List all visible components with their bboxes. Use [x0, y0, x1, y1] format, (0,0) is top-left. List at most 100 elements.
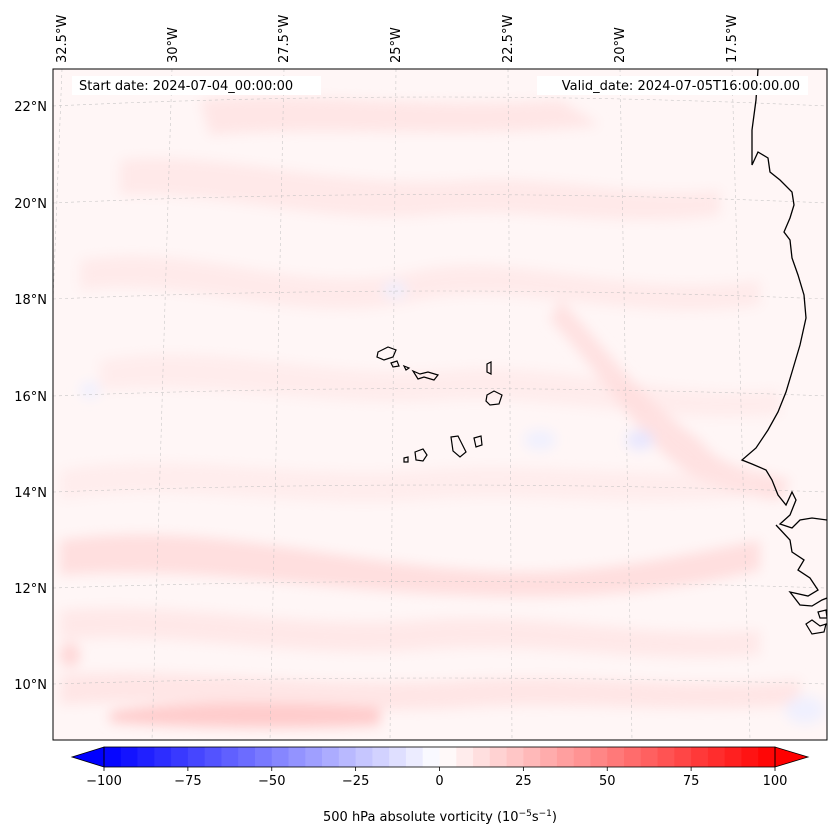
map-panel: [53, 69, 827, 740]
island-santa-luzia: [402, 364, 411, 371]
colorbar-cell: [271, 747, 289, 767]
meridian-line: [731, 69, 751, 740]
colorbar-cell: [624, 747, 642, 767]
meridian-line: [619, 69, 633, 740]
colorbar-cell: [741, 747, 759, 767]
lon-label: 27.5°W: [277, 15, 292, 63]
vorticity-band: [80, 255, 760, 311]
colorbar-cell: [389, 747, 407, 767]
colorbar-cell: [758, 747, 776, 767]
vorticity-negative-patch: [383, 282, 407, 298]
coastline-africa: [740, 69, 827, 529]
parallel-line: [53, 388, 827, 397]
lat-label: 22°N: [14, 100, 47, 115]
colorbar-cell: [473, 747, 491, 767]
vorticity-band: [200, 97, 600, 135]
colorbar-cell: [573, 747, 591, 767]
colorbar-cell: [288, 747, 306, 767]
island-brava: [403, 456, 409, 463]
colorbar-cell: [372, 747, 390, 767]
lon-label: 30°W: [166, 27, 181, 63]
vorticity-band: [60, 672, 800, 710]
colorbar-cell: [120, 747, 138, 767]
island-sao-vicente: [390, 360, 400, 368]
colorbar-cell: [556, 747, 575, 767]
colorbar-tick-label: −75: [174, 774, 201, 789]
colorbar-label: 500 hPa absolute vorticity (10−5s−1): [323, 809, 557, 825]
lat-label: 18°N: [14, 293, 47, 308]
colorbar-cell: [489, 747, 507, 767]
colorbar-cell: [322, 747, 340, 767]
lon-label: 25°W: [389, 27, 404, 63]
start-date-box: [72, 76, 321, 95]
colorbar-cell: [238, 747, 256, 767]
parallel-line: [53, 194, 827, 204]
vorticity-band: [60, 607, 760, 658]
island-boa-vista: [485, 390, 503, 406]
vorticity-field: [60, 97, 825, 728]
colorbar-cell: [439, 747, 457, 767]
colorbar-cell: [707, 747, 726, 767]
colorbar-cell: [456, 747, 474, 767]
colorbar-cell: [338, 747, 357, 767]
lon-label: 22.5°W: [501, 15, 516, 63]
colorbar-tick-label: 100: [763, 774, 788, 789]
vorticity-negative-patch: [524, 430, 556, 450]
island-fogo: [414, 448, 428, 462]
graticule: [53, 69, 827, 740]
colorbar-cell: [154, 747, 172, 767]
lat-label: 12°N: [14, 582, 47, 597]
colorbar-tick-label: 75: [683, 774, 700, 789]
colorbar-cell: [657, 747, 675, 767]
colorbar-tick-label: −25: [342, 774, 369, 789]
coastline-island-bissau: [805, 619, 827, 635]
lon-label: 17.5°W: [725, 15, 740, 63]
lon-label: 32.5°W: [55, 15, 70, 63]
parallel-line: [53, 677, 827, 685]
lat-label: 16°N: [14, 390, 47, 405]
island-sal: [486, 361, 492, 375]
colorbar-cells: [104, 747, 776, 767]
colorbar-cell: [171, 747, 189, 767]
vorticity-band: [60, 462, 760, 503]
colorbar-tick-label: −100: [86, 774, 122, 789]
meridian-line: [389, 69, 397, 740]
colorbar-cell: [506, 747, 524, 767]
colorbar-cell: [674, 747, 692, 767]
vorticity-band: [60, 534, 760, 597]
island-sao-nicolau: [411, 369, 440, 381]
vorticity-band: [110, 703, 380, 728]
colorbar-cell: [640, 747, 658, 767]
meridian-line: [151, 69, 173, 740]
vorticity-band: [120, 158, 720, 220]
lat-label: 14°N: [14, 486, 47, 501]
parallel-line: [53, 484, 827, 493]
vorticity-band: [550, 300, 790, 500]
vorticity-negative-patch: [626, 430, 654, 450]
parallel-line: [53, 581, 827, 589]
colorbar-cell: [254, 747, 273, 767]
colorbar-tick-label: 0: [435, 774, 443, 789]
parallel-line: [53, 290, 827, 300]
meridian-line: [269, 69, 285, 740]
longitude-labels: 32.5°W 30°W 27.5°W 25°W 22.5°W 20°W 17.5…: [55, 15, 740, 63]
vorticity-positive-patch: [60, 643, 80, 667]
colorbar-cell: [187, 747, 206, 767]
coastline-island-bissau: [817, 609, 827, 619]
coastline-africa-south: [775, 524, 827, 607]
colorbar-tick-label: 50: [599, 774, 616, 789]
island-maio: [473, 435, 483, 448]
colorbar-cell: [691, 747, 709, 767]
colorbar-tick-label: −50: [258, 774, 285, 789]
colorbar-extend-min: [70, 746, 105, 768]
colorbar-cell: [523, 747, 541, 767]
map-border: [52, 68, 828, 741]
parallel-line: [53, 96, 827, 107]
vorticity-negative-patch: [80, 382, 100, 398]
start-date-text: Start date: 2024-07-04_00:00:00: [79, 79, 293, 94]
colorbar-cell: [590, 747, 608, 767]
lon-label: 20°W: [613, 27, 628, 63]
colorbar-cell: [137, 747, 155, 767]
colorbar-cell: [104, 747, 122, 767]
colorbar-cell: [607, 747, 625, 767]
